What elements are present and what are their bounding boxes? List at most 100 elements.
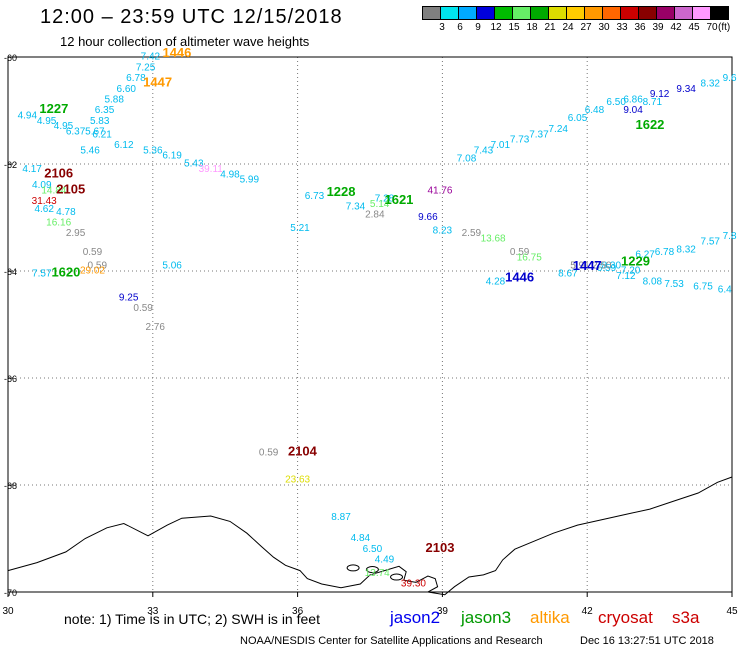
color-scale-label: 15 [508,22,520,33]
wave-height-value: 5.83 [90,116,110,127]
wave-height-value: 9.34 [676,84,696,95]
wave-height-value: 6.59 [597,263,617,274]
wave-height-value: 5.91 [570,260,590,271]
pass-time-label: 1446 [505,270,534,285]
color-scale-label: 70 [706,22,718,33]
pass-time-label: 1446 [162,45,191,60]
longitude-tick-label: 36 [292,606,304,617]
wave-height-value: 7.28 [375,193,395,204]
longitude-tick-label: 42 [582,606,594,617]
wave-height-value: 5.06 [162,260,182,271]
wave-height-value: 5.88 [104,94,124,105]
color-scale-label: 24 [562,22,574,33]
wave-height-value: 4.09 [32,180,52,191]
pass-time-label: 2103 [426,540,455,555]
wave-height-value: 0.59 [133,303,153,314]
wave-height-value: 4.84 [351,533,371,544]
pass-time-label: 1228 [327,184,356,199]
wave-height-value: 5.21 [290,223,310,234]
wave-height-value: 13.68 [481,234,506,245]
wave-height-value: 5.14 [370,199,390,210]
wave-height-value: 6.73 [305,191,325,202]
wave-height-value: 0.59 [259,448,279,459]
wave-height-value: 7.53 [664,279,684,290]
wave-height-value: 9.12 [650,89,670,100]
wave-height-value: 8.23 [433,226,453,237]
color-scale-label: 36 [634,22,646,33]
legend-item-s3a: s3a [672,608,700,627]
wave-height-value: 9.04 [623,105,643,116]
wave-height-value: 2.95 [66,228,86,239]
wave-height-value: 7.20 [621,266,641,277]
wave-height-value: 31.43 [32,196,57,207]
latitude-tick-label: -64 [4,267,17,277]
wave-height-value: 13.74 [365,568,390,579]
color-scale-label: 3 [439,22,445,33]
wave-height-value: 7.8 [723,231,737,242]
color-scale-label: 39 [652,22,664,33]
wave-height-value: 6.60 [117,84,137,95]
wave-height-value: 7.57 [701,236,721,247]
wave-height-value: 4.95 [37,116,57,127]
color-scale-label: 6 [457,22,463,33]
latitude-tick-label: -68 [4,481,17,491]
wave-height-value: 16.16 [46,218,71,229]
color-scale-label: 21 [544,22,556,33]
legend-item-altika: altika [530,608,570,627]
wave-height-value: 29.02 [80,266,105,277]
wave-height-value: 4.95 [54,121,74,132]
wave-height-value: 2.84 [365,210,385,221]
latitude-tick-label: -62 [4,160,17,170]
wave-height-value: 5.99 [240,175,260,186]
wave-height-value: 9.6 [723,73,737,84]
wave-height-value: 39.11 [199,164,224,175]
wave-height-value: 6.4 [718,284,732,295]
wave-height-value: 5.43 [184,159,204,170]
wave-height-value: 6.78 [655,247,675,258]
wave-height-value: 5.46 [80,145,100,156]
credit-text: NOAA/NESDIS Center for Satellite Applica… [240,635,543,647]
island [390,573,404,581]
pass-time-label: 2105 [56,181,85,196]
wave-height-value: 2.76 [145,322,165,333]
latitude-tick-label: -70 [4,588,17,598]
pass-time-label: 1447 [573,258,602,273]
latitude-tick-label: -60 [4,53,17,63]
map-frame [7,56,733,593]
wave-height-value: 6.37 [66,127,86,138]
island [346,564,360,572]
wave-height-value: 6.50 [606,97,626,108]
footer-note: note: 1) Time is in UTC; 2) SWH is in fe… [64,611,320,627]
wave-height-value: 6.50 [363,544,383,555]
wave-height-value: 7.34 [346,201,366,212]
wave-height-value: 41.76 [427,185,452,196]
legend-item-jason2: jason2 [390,608,441,627]
wave-height-value: 8.71 [643,97,663,108]
island [365,566,379,574]
wave-height-value: 0.59 [510,247,530,258]
latitude-tick-label: -66 [4,374,17,384]
wave-height-value: 0.59 [88,260,108,271]
color-scale-label: 30 [598,22,610,33]
color-scale-label: 42 [670,22,682,33]
legend-item-cryosat: cryosat [598,608,653,627]
wave-height-value: 6.05 [568,113,588,124]
wave-height-value: 8.87 [331,512,351,523]
longitude-tick-label: 45 [726,606,738,617]
pass-time-label: 2106 [44,165,73,180]
pass-time-label: 1620 [51,264,80,279]
coastline [7,476,733,596]
color-scale-label: 12 [490,22,502,33]
color-scale-label: 45 [688,22,700,33]
wave-height-value: 6.35 [95,105,115,116]
wave-height-value: 7.12 [616,271,636,282]
longitude-tick-label: 33 [147,606,159,617]
pass-time-label: 1227 [39,101,68,116]
wave-height-value: 0.59 [83,247,103,258]
color-scale-swatch [710,6,729,20]
pass-time-label: 1229 [621,254,650,269]
wave-height-value: 6.48 [585,105,605,116]
timestamp-text: Dec 16 13:27:51 UTC 2018 [580,635,714,647]
page-title: 12:00 – 23:59 UTC 12/15/2018 [40,6,343,28]
